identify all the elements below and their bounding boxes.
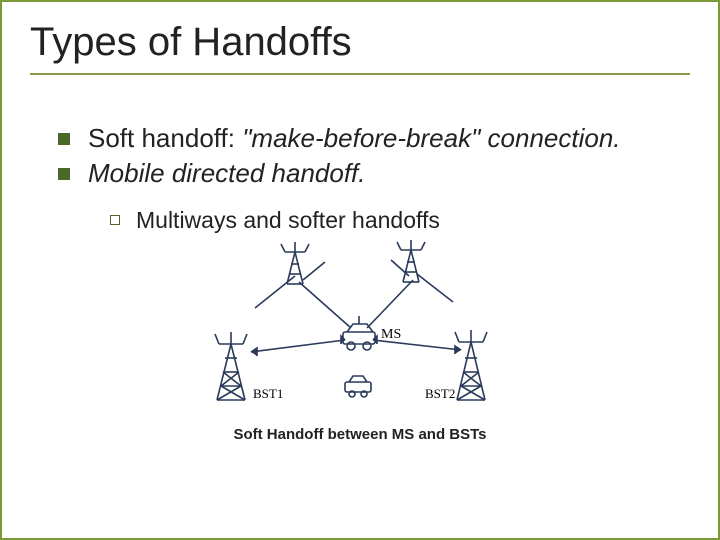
top-right-tower-icon [397,240,425,282]
slide-title: Types of Handoffs [30,20,690,75]
bst2-tower-icon [455,330,487,400]
square-bullet-icon [58,168,70,180]
bst1-tower-icon [215,332,247,400]
bst2-label: BST2 [425,386,455,401]
bullet-text: Mobile directed handoff. [88,158,366,189]
diagram-caption: Soft Handoff between MS and BSTs [233,426,486,443]
bullet-text: Soft handoff: "make-before-break" connec… [88,123,621,154]
bullet-prefix: Soft handoff: [88,123,242,153]
diagram-container: BST1 BST2 MS Soft Handoff between MS and… [30,240,690,443]
bullet-list: Soft handoff: "make-before-break" connec… [30,123,690,189]
hollow-square-bullet-icon [110,215,120,225]
bullet-italic: "make-before-break" connection. [242,123,620,153]
slide: Types of Handoffs Soft handoff: "make-be… [0,0,720,540]
bullet-item: Soft handoff: "make-before-break" connec… [58,123,690,154]
ms-car-icon [343,316,375,350]
ms-label: MS [381,327,401,342]
bullet-item: Mobile directed handoff. [58,158,690,189]
bullet-italic: Mobile directed handoff. [88,158,366,188]
square-bullet-icon [58,133,70,145]
second-car-icon [345,376,371,397]
sub-bullet-item: Multiways and softer handoffs [110,207,690,234]
handoff-diagram: BST1 BST2 MS [195,240,525,420]
sub-bullet-list: Multiways and softer handoffs [30,207,690,234]
bst1-label: BST1 [253,386,283,401]
sub-bullet-text: Multiways and softer handoffs [136,207,440,234]
